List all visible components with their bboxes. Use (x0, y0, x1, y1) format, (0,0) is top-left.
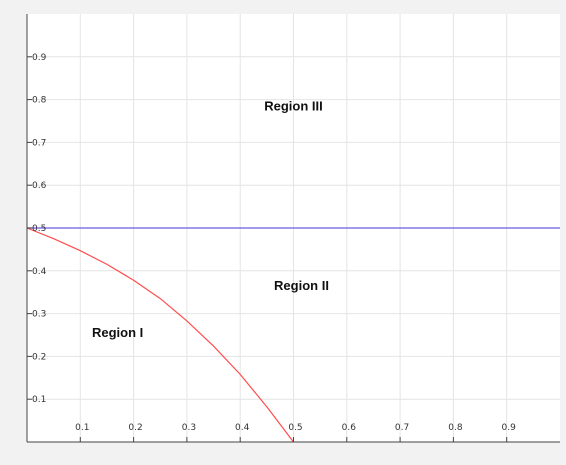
series-layer (26, 227, 560, 443)
annotation-layer: Region III Region II Region I (92, 98, 329, 340)
y-tick-label: 0.1 (32, 395, 46, 405)
region-label: Region III (264, 98, 323, 113)
region-label: Region I (92, 325, 143, 340)
x-tick-label: 0.4 (235, 423, 250, 433)
y-tick-label: 0.5 (32, 224, 46, 234)
x-tick-label: 0.8 (448, 423, 463, 433)
series-line-0 (26, 227, 294, 443)
x-tick-label: 0.5 (288, 423, 302, 433)
x-tick-label: 0.2 (128, 423, 142, 433)
x-tick-label: 0.6 (342, 423, 357, 433)
x-tick-label: 0.3 (182, 423, 196, 433)
y-tick-label: 0.8 (32, 96, 47, 106)
y-tick-label: 0.7 (32, 138, 46, 148)
y-tick-label: 0.9 (32, 53, 47, 63)
x-tick-label: 0.9 (502, 423, 517, 433)
x-tick-label: 0.1 (75, 423, 89, 433)
region-label: Region II (274, 278, 329, 293)
y-tick-label: 0.6 (32, 181, 47, 191)
y-tick-label: 0.2 (32, 352, 46, 362)
tick-layer: 0.1 0.2 0.3 0.4 0.5 0.6 0.7 0.8 0.9 0.1 0.2 0.3 0.4 0… (27, 53, 516, 442)
x-tick-label: 0.7 (395, 423, 409, 433)
y-tick-label: 0.4 (32, 267, 47, 277)
y-tick-label: 0.3 (32, 310, 46, 320)
